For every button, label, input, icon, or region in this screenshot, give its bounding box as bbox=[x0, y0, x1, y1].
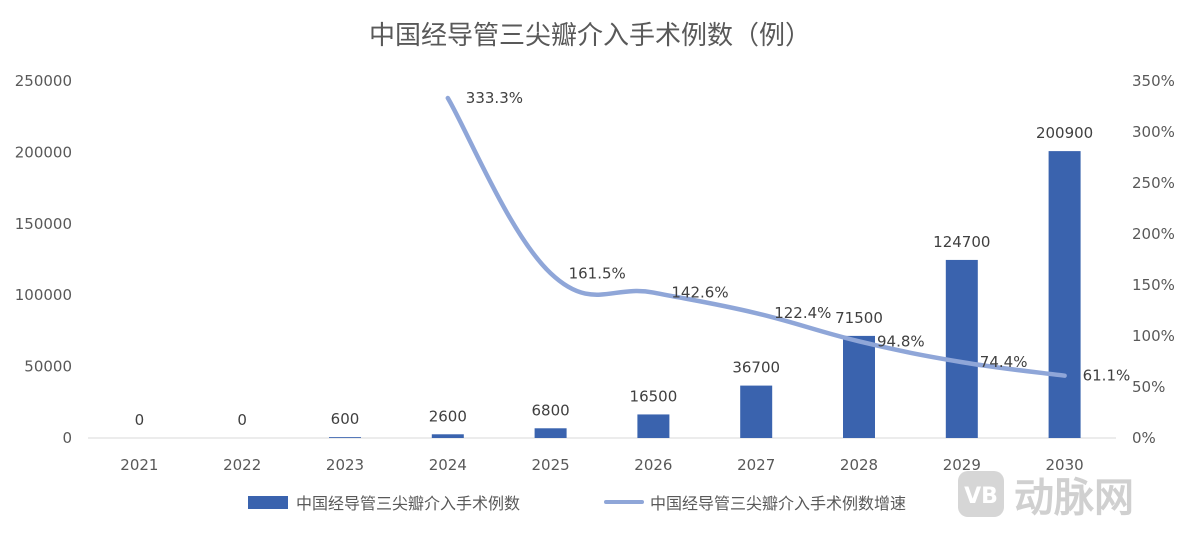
growth-rate-line bbox=[445, 95, 1067, 378]
line-data-label: 61.1% bbox=[1083, 367, 1131, 385]
x-axis-tick-label: 2024 bbox=[429, 456, 467, 474]
watermark: VB 动脉网 bbox=[958, 471, 1134, 521]
x-axis-tick-label: 2028 bbox=[840, 456, 878, 474]
x-axis-tick-label: 2030 bbox=[1046, 456, 1084, 474]
right-axis-tick-label: 300% bbox=[1132, 123, 1175, 141]
bar-data-label: 124700 bbox=[933, 233, 990, 251]
bar bbox=[843, 335, 875, 438]
right-axis-tick-label: 150% bbox=[1132, 276, 1175, 294]
left-y-axis: 0 50000 100000 150000 200000 250000 bbox=[15, 72, 72, 447]
bar-data-label: 600 bbox=[331, 410, 360, 428]
right-axis-tick-label: 200% bbox=[1132, 225, 1175, 243]
bar bbox=[740, 385, 773, 438]
x-axis-tick-label: 2023 bbox=[326, 456, 364, 474]
bar-data-label: 36700 bbox=[732, 359, 780, 377]
bar-data-label: 0 bbox=[237, 411, 247, 429]
bar bbox=[431, 434, 464, 438]
left-axis-tick-label: 150000 bbox=[15, 215, 72, 233]
watermark-text: 动脉网 bbox=[1014, 475, 1134, 521]
line-data-label: 122.4% bbox=[774, 304, 831, 322]
chart-title: 中国经导管三尖瓣介入手术例数（例） bbox=[369, 21, 811, 51]
left-axis-tick-label: 50000 bbox=[24, 358, 72, 376]
x-axis-tick-label: 2027 bbox=[737, 456, 775, 474]
legend-bar-label: 中国经导管三尖瓣介入手术例数 bbox=[296, 494, 520, 513]
x-axis-tick-label: 2022 bbox=[223, 456, 261, 474]
bar bbox=[945, 259, 978, 438]
bar-data-label: 2600 bbox=[429, 407, 467, 425]
bar-series bbox=[329, 151, 1081, 438]
line-data-label: 333.3% bbox=[466, 89, 523, 107]
left-axis-tick-label: 200000 bbox=[15, 143, 72, 161]
bar-data-label: 16500 bbox=[630, 387, 678, 405]
left-axis-tick-label: 100000 bbox=[15, 286, 72, 304]
x-axis-tick-label: 2029 bbox=[943, 456, 981, 474]
right-axis-tick-label: 0% bbox=[1132, 429, 1156, 447]
bar bbox=[329, 437, 361, 438]
bar-data-label: 200900 bbox=[1036, 124, 1093, 142]
legend: 中国经导管三尖瓣介入手术例数 中国经导管三尖瓣介入手术例数增速 bbox=[248, 494, 906, 513]
right-axis-tick-label: 50% bbox=[1132, 378, 1165, 396]
right-axis-tick-label: 100% bbox=[1132, 327, 1175, 345]
x-axis-tick-label: 2026 bbox=[634, 456, 672, 474]
x-axis-tick-label: 2021 bbox=[120, 456, 158, 474]
right-axis-tick-label: 350% bbox=[1132, 72, 1175, 90]
bar bbox=[637, 414, 670, 438]
right-y-axis: 0% 50% 100% 150% 200% 250% 300% 350% bbox=[1132, 72, 1175, 447]
bar bbox=[1048, 151, 1081, 438]
bar-data-label: 0 bbox=[135, 411, 145, 429]
x-axis: 2021 2022 2023 2024 2025 2026 2027 2028 2029 2030 bbox=[120, 456, 1083, 474]
line-data-label: 142.6% bbox=[671, 284, 728, 302]
line-data-labels: 333.3% 161.5% 142.6% 122.4% 94.8% 74.4% 61.1% bbox=[466, 89, 1130, 385]
bar-data-label: 71500 bbox=[835, 309, 883, 327]
left-axis-tick-label: 250000 bbox=[15, 72, 72, 90]
bar-data-labels: 0 0 600 2600 6800 16500 36700 71500 124700 200900 bbox=[135, 124, 1094, 429]
legend-bar-swatch bbox=[248, 496, 288, 509]
watermark-logo-icon bbox=[958, 471, 1004, 517]
watermark-logo-text: VB bbox=[964, 484, 998, 509]
right-axis-tick-label: 250% bbox=[1132, 174, 1175, 192]
line-data-label: 74.4% bbox=[980, 353, 1028, 371]
bar bbox=[534, 428, 567, 438]
left-axis-tick-label: 0 bbox=[62, 429, 72, 447]
line-series bbox=[445, 95, 1067, 378]
bar-data-label: 6800 bbox=[532, 401, 570, 419]
line-data-label: 161.5% bbox=[569, 264, 626, 282]
line-data-label: 94.8% bbox=[877, 332, 925, 350]
legend-line-label: 中国经导管三尖瓣介入手术例数增速 bbox=[650, 494, 906, 513]
x-axis-tick-label: 2025 bbox=[532, 456, 570, 474]
